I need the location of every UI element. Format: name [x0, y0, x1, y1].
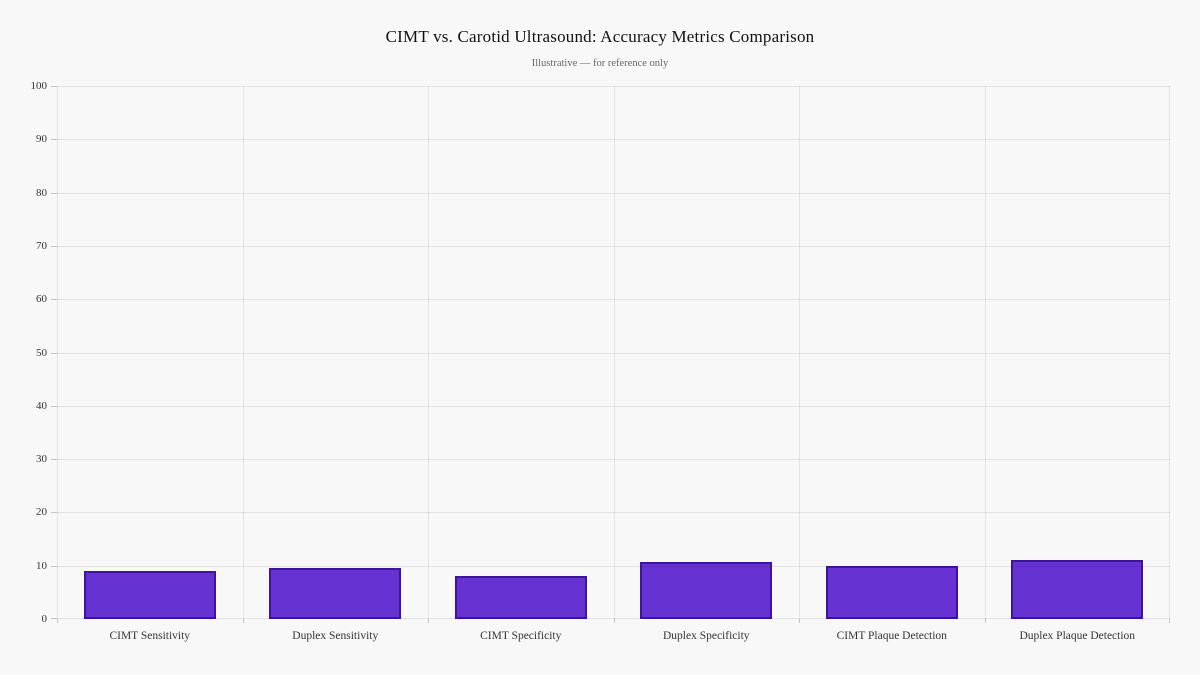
y-tick-mark-40	[51, 405, 57, 407]
y-tick-mark-90	[51, 139, 57, 141]
y-tick-mark-10	[51, 565, 57, 567]
y-tick-label-0: 0	[41, 613, 48, 625]
gridline-x-3	[613, 86, 615, 619]
y-tick-mark-60	[51, 299, 57, 301]
x-tick-label-duplex-plaque-detection: Duplex Plaque Detection	[1019, 630, 1136, 642]
y-tick-label-70: 70	[36, 239, 47, 252]
x-tick-mark-4	[799, 619, 800, 623]
chart-title: CIMT vs. Carotid Ultrasound: Accuracy Me…	[385, 27, 815, 46]
x-tick-label-cimt-plaque-detection: CIMT Plaque Detection	[836, 630, 947, 642]
x-tick-mark-5	[984, 619, 986, 623]
gridline-y-10	[57, 565, 1170, 567]
gridline-x-6	[1169, 86, 1170, 619]
x-tick-mark-2	[428, 619, 429, 623]
gridline-x-1	[242, 86, 244, 619]
y-tick-label-80: 80	[36, 186, 47, 199]
y-tick-label-90: 90	[36, 133, 47, 146]
plot-area	[57, 86, 1170, 623]
y-tick-mark-100	[51, 86, 57, 87]
y-tick-label-20: 20	[36, 506, 47, 519]
y-tick-label-50: 50	[36, 346, 47, 359]
x-tick-label-duplex-sensitivity: Duplex Sensitivity	[292, 630, 379, 642]
gridline-y-100	[57, 86, 1170, 87]
y-tick-label-40: 40	[36, 399, 47, 412]
gridline-y-70	[57, 245, 1170, 247]
y-tick-label-30: 30	[36, 453, 47, 466]
y-axis-labels: 0 10 20 30 40 50 60 70 80 90 100	[0, 80, 48, 625]
y-tick-mark-30	[51, 459, 57, 461]
y-tick-label-60: 60	[36, 293, 47, 306]
x-tick-label-duplex-specificity: Duplex Specificity	[662, 630, 750, 642]
gridline-y-60	[57, 299, 1170, 301]
x-tick-mark-6	[1169, 619, 1170, 623]
x-tick-mark-1	[242, 619, 244, 623]
y-tick-mark-70	[51, 245, 57, 247]
gridline-y-50	[57, 352, 1170, 354]
x-tick-mark-3	[613, 619, 615, 623]
x-tick-label-cimt-specificity: CIMT Specificity	[480, 630, 562, 642]
gridline-y-30	[57, 459, 1170, 461]
x-tick-mark-0	[57, 619, 58, 623]
gridline-y-90	[57, 139, 1170, 141]
y-tick-mark-80	[51, 192, 57, 194]
bar-duplex-plaque-detection	[1011, 559, 1144, 619]
y-tick-mark-20	[51, 512, 57, 514]
bar-cimt-sensitivity	[83, 571, 216, 619]
gridline-y-0	[57, 618, 1170, 619]
gridline-y-80	[57, 192, 1170, 194]
gridline-x-2	[428, 86, 429, 619]
bar-cimt-specificity	[454, 576, 587, 619]
bar-duplex-sensitivity	[269, 567, 402, 619]
gridline-x-4	[799, 86, 800, 619]
gridline-y-20	[57, 512, 1170, 514]
y-tick-mark-50	[51, 352, 57, 354]
bar-duplex-specificity	[640, 561, 773, 619]
x-axis-labels: CIMT Sensitivity Duplex Sensitivity CIMT S…	[57, 628, 1170, 650]
chart-subtitle: Illustrative — for reference only	[531, 58, 669, 69]
gridline-y-40	[57, 405, 1170, 407]
gridline-x-5	[984, 86, 986, 619]
bar-cimt-plaque-detection	[825, 566, 958, 619]
x-tick-label-cimt-sensitivity: CIMT Sensitivity	[109, 630, 191, 642]
y-tick-label-100: 100	[30, 80, 48, 92]
y-tick-mark-0	[51, 618, 57, 619]
gridline-x-0	[57, 86, 58, 619]
y-tick-label-10: 10	[36, 559, 47, 572]
